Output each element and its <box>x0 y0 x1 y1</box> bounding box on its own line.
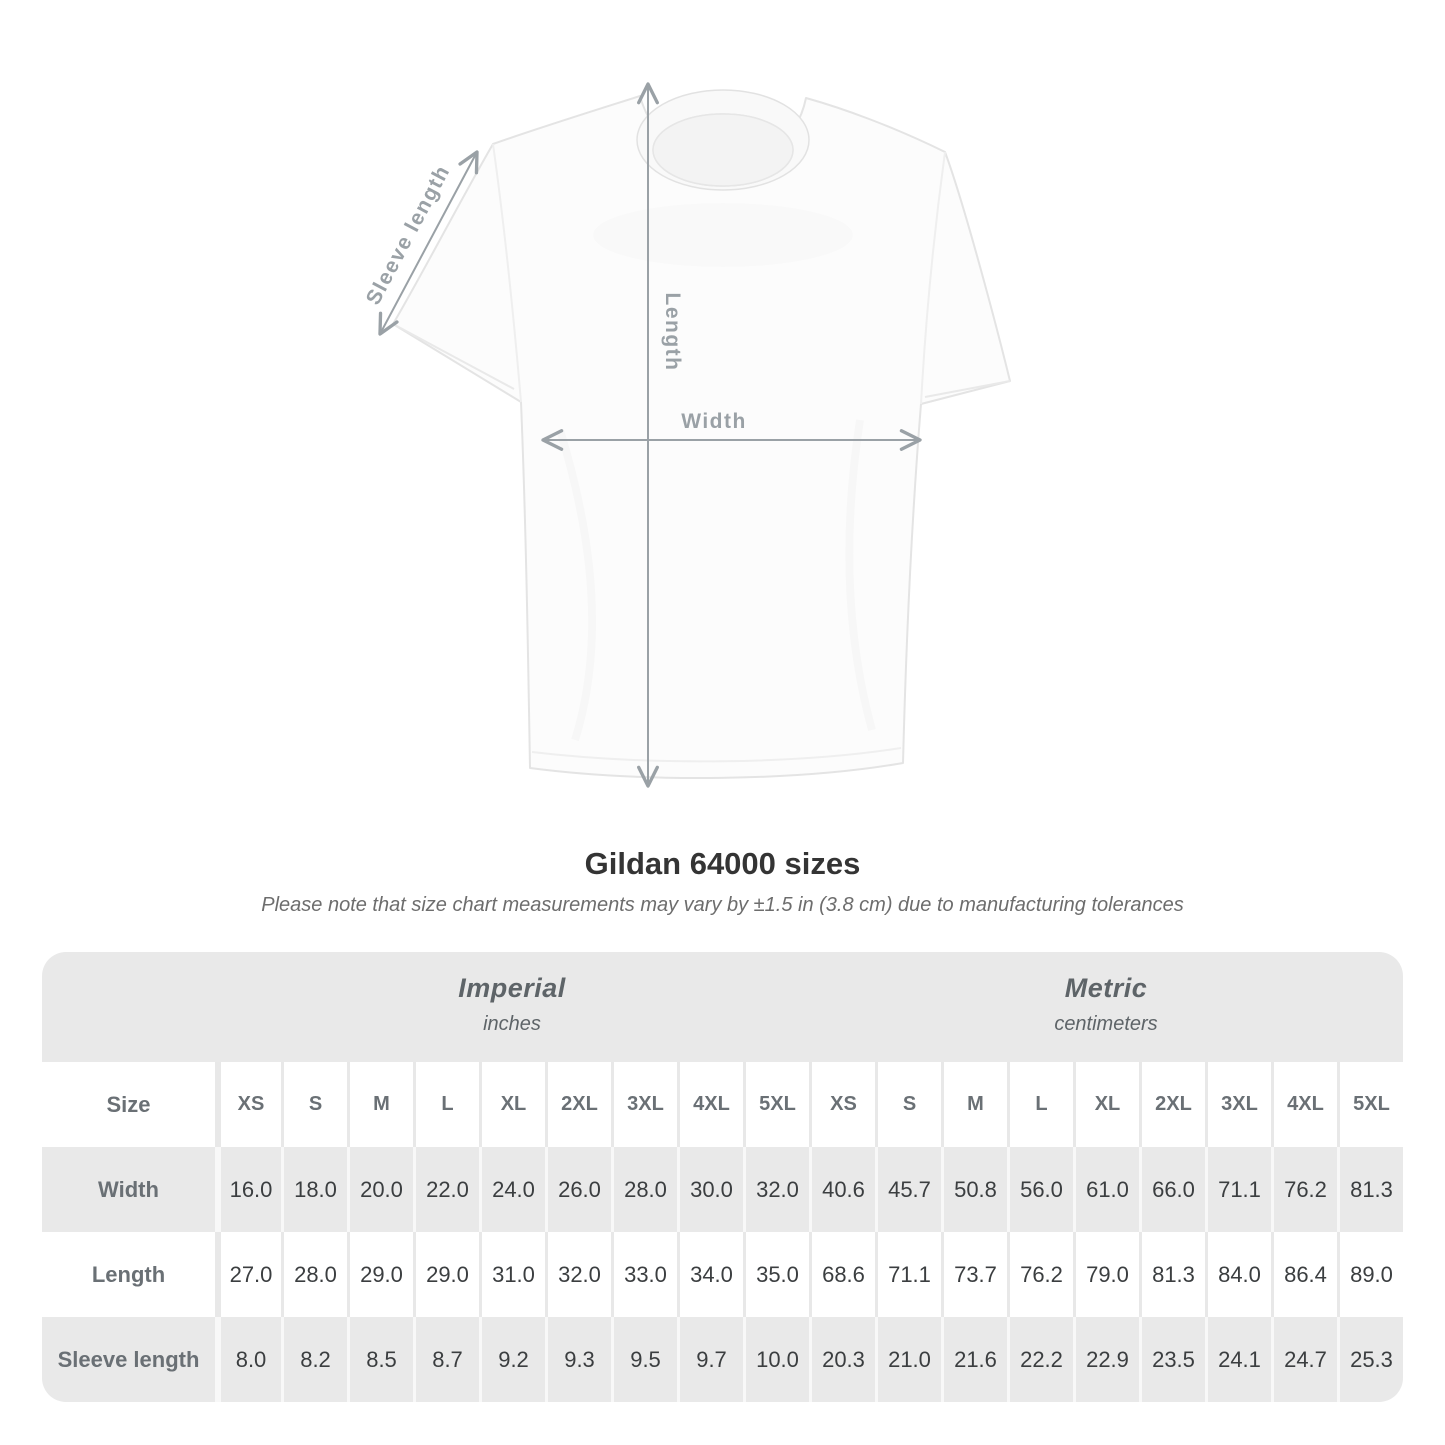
value-cell: 79.0 <box>1073 1232 1139 1317</box>
value-cell: 8.7 <box>413 1317 479 1402</box>
size-col-metric-3xl: 3XL <box>1205 1062 1271 1147</box>
value-cell: 9.5 <box>611 1317 677 1402</box>
size-col-metric-m: M <box>941 1062 1007 1147</box>
size-col-metric-l: L <box>1007 1062 1073 1147</box>
length-row: Length 27.0 28.0 29.0 29.0 31.0 32.0 33.0 34.0 3… <box>42 1232 1403 1317</box>
tolerance-note: Please note that size chart measurements… <box>261 894 1184 916</box>
value-cell: 24.1 <box>1205 1317 1271 1402</box>
value-cell: 8.2 <box>281 1317 347 1402</box>
value-cell: 10.0 <box>743 1317 809 1402</box>
imperial-title: Imperial <box>458 973 566 1003</box>
value-cell: 26.0 <box>545 1147 611 1232</box>
value-cell: 25.3 <box>1337 1317 1403 1402</box>
size-col-imperial-xl: XL <box>479 1062 545 1147</box>
measurement-arrows <box>378 82 922 788</box>
unit-system-header-row: Imperial inches Metric centimeters <box>42 952 1403 1062</box>
value-cell: 22.2 <box>1007 1317 1073 1402</box>
tshirt-shape <box>392 89 1011 780</box>
value-cell: 23.5 <box>1139 1317 1205 1402</box>
sleeve-length-arrow <box>378 150 479 336</box>
size-header-label: Size <box>106 1091 151 1117</box>
page-title: Gildan 64000 sizes <box>584 846 861 881</box>
size-col-metric-5xl: 5XL <box>1337 1062 1403 1147</box>
value-cell: 21.0 <box>875 1317 941 1402</box>
value-cell: 9.2 <box>479 1317 545 1402</box>
value-cell: 56.0 <box>1007 1147 1073 1232</box>
value-cell: 66.0 <box>1139 1147 1205 1232</box>
value-cell: 28.0 <box>611 1147 677 1232</box>
size-col-metric-xl: XL <box>1073 1062 1139 1147</box>
size-col-metric-xs: XS <box>809 1062 875 1147</box>
value-cell: 30.0 <box>677 1147 743 1232</box>
width-row-label: Width <box>98 1176 159 1202</box>
value-cell: 9.7 <box>677 1317 743 1402</box>
size-col-imperial-xs: XS <box>215 1062 281 1147</box>
value-cell: 89.0 <box>1337 1232 1403 1317</box>
value-cell: 28.0 <box>281 1232 347 1317</box>
value-cell: 45.7 <box>875 1147 941 1232</box>
sleeve-length-row: Sleeve length 8.0 8.2 8.5 8.7 9.2 9.3 9.5 9.7 10… <box>42 1317 1403 1402</box>
size-col-imperial-3xl: 3XL <box>611 1062 677 1147</box>
value-cell: 81.3 <box>1337 1147 1403 1232</box>
size-col-imperial-l: L <box>413 1062 479 1147</box>
value-cell: 73.7 <box>941 1232 1007 1317</box>
size-col-imperial-5xl: 5XL <box>743 1062 809 1147</box>
value-cell: 76.2 <box>1271 1147 1337 1232</box>
value-cell: 18.0 <box>281 1147 347 1232</box>
value-cell: 32.0 <box>743 1147 809 1232</box>
value-cell: 84.0 <box>1205 1232 1271 1317</box>
value-cell: 86.4 <box>1271 1232 1337 1317</box>
value-cell: 21.6 <box>941 1317 1007 1402</box>
length-arrow-label: Length <box>661 293 684 372</box>
value-cell: 68.6 <box>809 1232 875 1317</box>
value-cell: 29.0 <box>413 1232 479 1317</box>
value-cell: 50.8 <box>941 1147 1007 1232</box>
sleeve-length-row-label: Sleeve length <box>57 1346 200 1372</box>
value-cell: 24.7 <box>1271 1317 1337 1402</box>
tshirt-collar <box>636 89 810 191</box>
size-col-imperial-m: M <box>347 1062 413 1147</box>
value-cell: 61.0 <box>1073 1147 1139 1232</box>
value-cell: 31.0 <box>479 1232 545 1317</box>
value-cell: 81.3 <box>1139 1232 1205 1317</box>
value-cell: 9.3 <box>545 1317 611 1402</box>
imperial-unit: inches <box>483 1013 541 1035</box>
size-col-imperial-s: S <box>281 1062 347 1147</box>
width-arrow-label: Width <box>681 410 747 433</box>
value-cell: 8.0 <box>215 1317 281 1402</box>
value-cell: 22.9 <box>1073 1317 1139 1402</box>
size-col-metric-s: S <box>875 1062 941 1147</box>
size-col-imperial-2xl: 2XL <box>545 1062 611 1147</box>
size-col-metric-4xl: 4XL <box>1271 1062 1337 1147</box>
size-header-row: Size XS S M L XL 2XL 3XL 4XL 5XL XS S M L XL 2XL 3XL 4XL… <box>42 1062 1403 1147</box>
value-cell: 8.5 <box>347 1317 413 1402</box>
imperial-section-header: Imperial inches <box>215 952 809 1062</box>
value-cell: 76.2 <box>1007 1232 1073 1317</box>
value-cell: 16.0 <box>215 1147 281 1232</box>
value-cell: 20.3 <box>809 1317 875 1402</box>
tshirt-illustration: Width Length Sleeve length <box>362 82 1011 788</box>
value-cell: 29.0 <box>347 1232 413 1317</box>
value-cell: 24.0 <box>479 1147 545 1232</box>
width-row: Width 16.0 18.0 20.0 22.0 24.0 26.0 28.0 30.0 32… <box>42 1147 1403 1232</box>
metric-unit: centimeters <box>1054 1013 1158 1035</box>
value-cell: 33.0 <box>611 1232 677 1317</box>
value-cell: 35.0 <box>743 1232 809 1317</box>
size-col-metric-2xl: 2XL <box>1139 1062 1205 1147</box>
value-cell: 20.0 <box>347 1147 413 1232</box>
value-cell: 22.0 <box>413 1147 479 1232</box>
header-corner-spacer <box>42 952 215 1062</box>
length-row-label: Length <box>91 1261 166 1287</box>
size-col-imperial-4xl: 4XL <box>677 1062 743 1147</box>
value-cell: 34.0 <box>677 1232 743 1317</box>
value-cell: 71.1 <box>1205 1147 1271 1232</box>
value-cell: 27.0 <box>215 1232 281 1317</box>
tshirt-size-diagram: Width Length Sleeve length <box>362 82 1011 788</box>
metric-title: Metric <box>1064 973 1148 1003</box>
metric-section-header: Metric centimeters <box>809 952 1403 1062</box>
value-cell: 32.0 <box>545 1232 611 1317</box>
size-table: Imperial inches Metric centimeters Size … <box>42 952 1403 1402</box>
value-cell: 40.6 <box>809 1147 875 1232</box>
value-cell: 71.1 <box>875 1232 941 1317</box>
